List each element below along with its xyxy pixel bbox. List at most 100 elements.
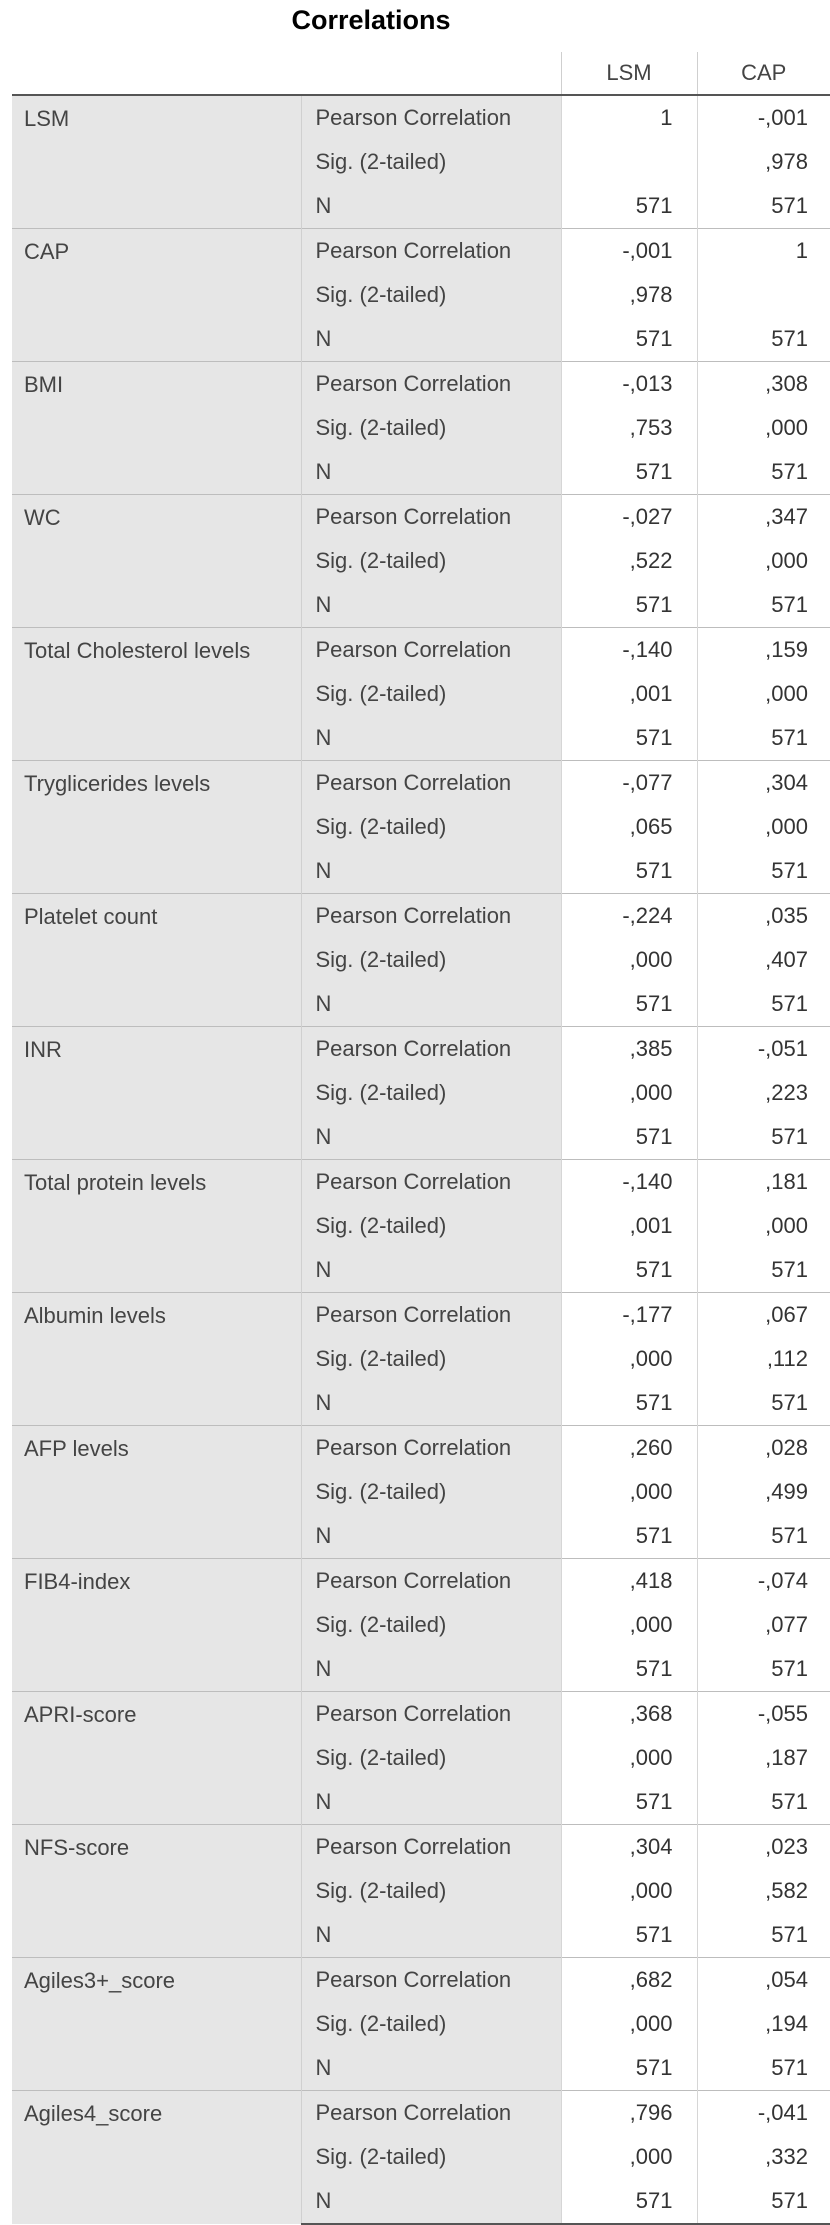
cell-lsm: 571 [560,583,697,628]
statistic-label: Sig. (2-tailed) [301,2135,561,2179]
cell-lsm: ,385 [560,1026,697,1071]
table-row: Sig. (2-tailed) ,000,194 [12,2002,830,2046]
cell-cap: 571 [696,982,830,1027]
statistic-label: N [301,1913,561,1958]
cell-cap: ,181 [696,1159,830,1204]
table-row: FIB4-index Pearson Correlation ,418 -,074 [12,1558,830,1692]
cell-lsm: 571 [560,1115,697,1160]
table-row: LSM Pearson Correlation 1 -,001 [12,94,830,229]
variable-label: Albumin levels [12,1292,302,1426]
cell-cap: ,347 [696,494,830,539]
cell-lsm: -,224 [560,893,697,938]
cell-lsm: -,177 [560,1292,697,1337]
statistic-label: Pearson Correlation [301,760,561,805]
statistic-label: Pearson Correlation [301,1824,561,1869]
cell-lsm: ,796 [560,2090,697,2135]
table-row: N 571 571 [12,982,830,1027]
cell-cap: 571 [696,1514,830,1559]
header-blank-var [12,52,301,96]
table-row: Sig. (2-tailed) ,001,000 [12,672,830,716]
variable-label: Total protein levels [12,1159,302,1293]
variable-label: APRI-score [12,1691,302,1825]
cell-lsm: ,260 [560,1425,697,1470]
table-row: Sig. (2-tailed) ,000,582 [12,1869,830,1913]
cell-cap: ,077 [696,1603,830,1647]
statistic-label: N [301,2179,561,2225]
statistic-label: Pearson Correlation [301,893,561,938]
table-row: Sig. (2-tailed) ,000,112 [12,1337,830,1381]
cell-lsm: ,001 [560,672,697,716]
cell-cap: 571 [696,1913,830,1958]
cell-lsm: ,065 [560,805,697,849]
statistic-label: Pearson Correlation [301,228,561,273]
cell-cap: ,112 [696,1337,830,1381]
table-row: AFP levels Pearson Correlation ,260,028 [12,1425,830,1559]
statistic-label: Pearson Correlation [301,1558,561,1603]
cell-cap: 571 [696,1115,830,1160]
cell-cap: ,582 [696,1869,830,1913]
variable-label: Total Cholesterol levels [12,627,302,761]
table-title: Correlations [0,0,830,42]
table-row: N 571 571 [12,1780,830,1825]
cell-lsm: ,304 [560,1824,697,1869]
cell-cap: -,074 [696,1558,830,1603]
cell-lsm: ,001 [560,1204,697,1248]
cell-lsm: ,978 [560,273,697,317]
table-row: N 571 571 [12,1115,830,1160]
table-row: Tryglicerides levels Pearson Correlation -… [12,760,830,894]
statistic-label: N [301,1780,561,1825]
statistic-label: N [301,1514,561,1559]
statistic-label: Sig. (2-tailed) [301,2002,561,2046]
cell-lsm: ,753 [560,406,697,450]
table-row: NFS-score Pearson Correlation ,304,023 [12,1824,830,1958]
table-row: N 571 571 [12,184,830,229]
cell-lsm: 571 [560,716,697,761]
cell-lsm: 571 [560,1514,697,1559]
statistic-label: Sig. (2-tailed) [301,406,561,450]
statistic-label: Sig. (2-tailed) [301,1470,561,1514]
statistic-label: N [301,1381,561,1426]
statistic-label: N [301,849,561,894]
table-row: Sig. (2-tailed) ,000,187 [12,1736,830,1780]
table-row: N 571 571 [12,716,830,761]
cell-cap: ,035 [696,893,830,938]
cell-cap: ,000 [696,539,830,583]
cell-cap: 571 [696,716,830,761]
cell-lsm: -,077 [560,760,697,805]
cell-cap: ,499 [696,1470,830,1514]
column-header-lsm: LSM [560,52,697,96]
statistic-label: Pearson Correlation [301,2090,561,2135]
cell-lsm: ,000 [560,1337,697,1381]
statistic-label: Sig. (2-tailed) [301,1869,561,1913]
variable-label: Platelet count [12,893,302,1027]
variable-label: CAP [12,228,302,362]
statistic-label: Sig. (2-tailed) [301,1337,561,1381]
cell-cap: 571 [696,849,830,894]
cell-lsm: -,001 [560,228,697,273]
cell-lsm: 571 [560,450,697,495]
header-blank-stat [301,52,561,96]
statistic-label: Pearson Correlation [301,1159,561,1204]
statistic-label: Sig. (2-tailed) [301,140,561,184]
cell-cap: 571 [696,2179,830,2225]
cell-lsm: ,522 [560,539,697,583]
statistic-label: Pearson Correlation [301,627,561,672]
table-row: Agiles4_score Pearson Correlation ,796 -,04… [12,2090,830,2224]
cell-lsm: 571 [560,849,697,894]
variable-label: BMI [12,361,302,495]
statistic-label: Sig. (2-tailed) [301,1204,561,1248]
cell-cap: ,067 [696,1292,830,1337]
variable-label: AFP levels [12,1425,302,1559]
table-row: Sig. (2-tailed) ,000,223 [12,1071,830,1115]
cell-cap: -,001 [696,95,830,140]
cell-lsm: ,682 [560,1957,697,2002]
table-row: N 571 571 [12,849,830,894]
cell-cap: 571 [696,583,830,628]
table-row: Total protein levels Pearson Correlation -… [12,1159,830,1293]
table-row: N 571 571 [12,583,830,628]
statistic-label: Pearson Correlation [301,1691,561,1736]
statistic-label: Sig. (2-tailed) [301,1736,561,1780]
variable-label: FIB4-index [12,1558,302,1692]
cell-lsm: ,000 [560,2002,697,2046]
cell-lsm: -,140 [560,1159,697,1204]
